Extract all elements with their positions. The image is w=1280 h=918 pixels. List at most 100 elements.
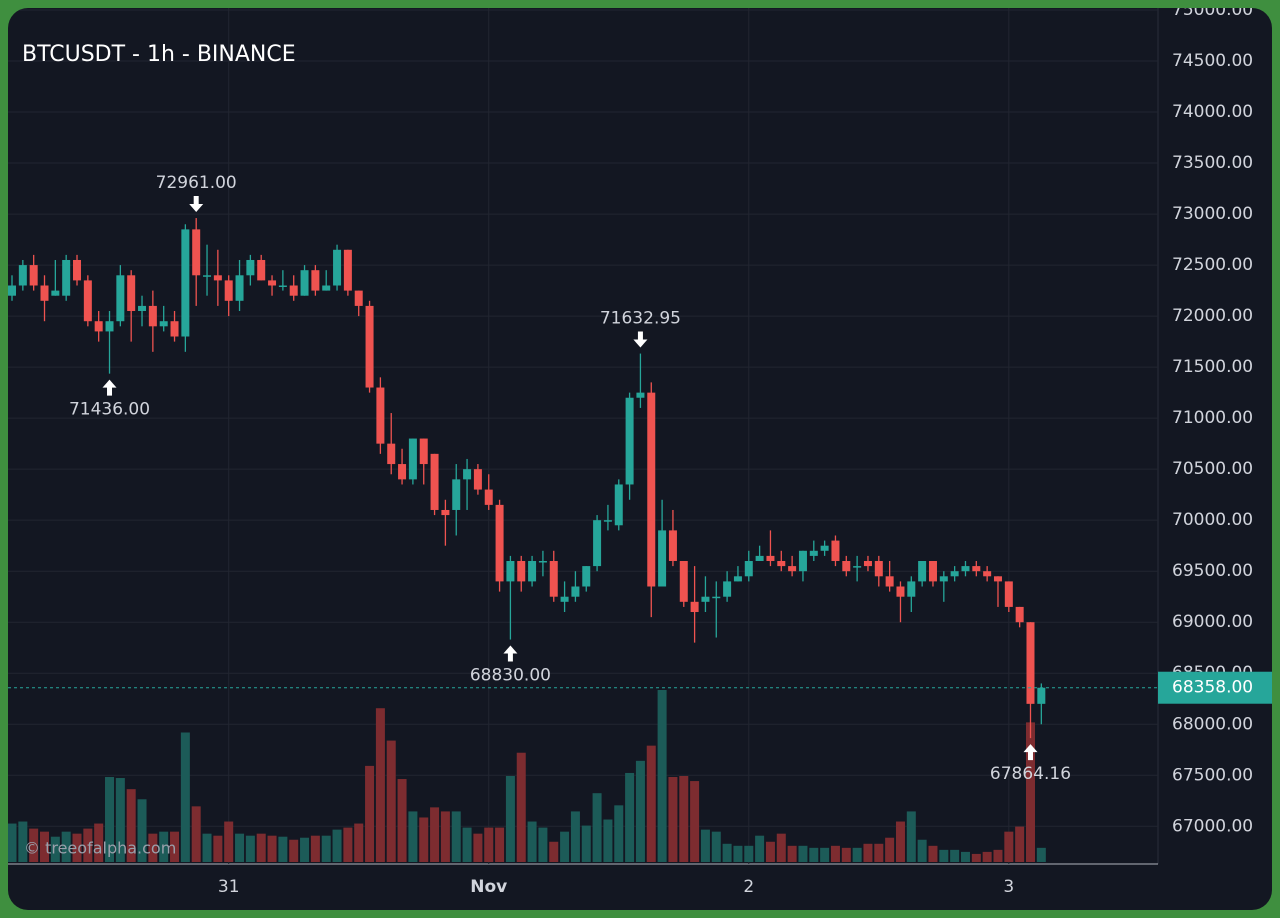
candle-body — [170, 321, 179, 337]
volume-bar — [267, 835, 277, 862]
volume-bar — [8, 823, 17, 862]
volume-bar — [278, 836, 288, 862]
candle-body — [224, 280, 233, 301]
volume-bar — [343, 827, 353, 862]
candle-body — [181, 229, 190, 337]
candle-body — [376, 387, 385, 444]
candle-body — [311, 270, 320, 291]
volume-bar — [126, 789, 136, 862]
y-tick-label: 72500.00 — [1172, 255, 1253, 275]
x-tick-label: 31 — [218, 877, 240, 897]
volume-bar — [820, 847, 830, 862]
volume-bar — [722, 843, 732, 862]
volume-bar — [224, 821, 234, 862]
arrow-down — [633, 331, 648, 348]
candle-body — [820, 545, 829, 551]
candle-body — [495, 504, 504, 582]
volume-bar — [300, 837, 310, 862]
candle-body — [744, 560, 753, 577]
candle-body — [343, 249, 352, 291]
candle-body — [127, 275, 136, 312]
candle-body — [73, 259, 82, 281]
volume-bar — [798, 845, 808, 862]
volume-bar — [982, 851, 992, 862]
candle-body — [560, 596, 569, 602]
x-tick-label: Nov — [470, 877, 507, 897]
candle-body — [354, 290, 363, 306]
candle-body — [907, 581, 916, 597]
candle-body — [148, 305, 157, 327]
chart-panel: 67000.0067500.0068000.0068500.0069000.00… — [8, 8, 1272, 910]
y-tick-label: 73500.00 — [1172, 153, 1253, 173]
candle-body — [549, 560, 558, 597]
volume-bar — [885, 837, 895, 862]
candle-body — [246, 259, 255, 276]
volume-bar — [527, 821, 537, 862]
candle-body — [885, 576, 894, 587]
volume-bar — [332, 829, 342, 862]
y-tick-label: 69500.00 — [1172, 561, 1253, 581]
candle-body — [614, 484, 623, 526]
volume-bar — [787, 845, 797, 862]
volume-bar — [213, 835, 223, 862]
volume-bar — [484, 827, 494, 862]
volume-bar — [430, 807, 440, 862]
volume-bar — [170, 831, 180, 862]
candle-body — [798, 550, 807, 572]
candle-body — [203, 275, 212, 277]
volume-bar — [72, 833, 82, 862]
candle-body — [116, 275, 125, 322]
candle-body — [51, 290, 60, 296]
candle-body — [831, 540, 840, 561]
volume-bar — [40, 831, 50, 862]
y-tick-label: 70000.00 — [1172, 510, 1253, 530]
y-tick-label: 75000.00 — [1172, 8, 1253, 20]
volume-bar — [1004, 831, 1014, 862]
volume-bar — [538, 827, 548, 862]
volume-bar — [245, 835, 255, 862]
candle-body — [874, 560, 883, 577]
volume-bar — [397, 779, 407, 862]
arrow-down — [189, 196, 204, 213]
candle-body — [441, 509, 450, 516]
candle-body — [939, 576, 948, 582]
volume-bar — [895, 821, 905, 862]
candle-body — [690, 601, 699, 613]
candle-body — [192, 229, 201, 276]
candle-body — [430, 453, 439, 510]
last-price-label: 68358.00 — [1172, 678, 1253, 698]
volume-bar — [549, 841, 559, 862]
candle-body — [322, 285, 331, 291]
volume-bar — [375, 708, 385, 862]
candle-body — [213, 275, 222, 281]
volume-bar — [776, 833, 786, 862]
volume-bar — [148, 833, 158, 862]
candle-body — [603, 520, 612, 522]
y-tick-label: 67000.00 — [1172, 816, 1253, 836]
candle-body — [83, 280, 92, 322]
candle-body — [636, 392, 645, 398]
candle-body — [8, 285, 16, 296]
candle-body — [950, 571, 959, 577]
volume-bar — [635, 760, 645, 862]
candle-body — [1037, 687, 1046, 704]
y-tick-label: 69000.00 — [1172, 612, 1253, 632]
volume-bar — [516, 752, 526, 862]
candle-body — [983, 571, 992, 577]
volume-bar — [94, 823, 104, 862]
y-tick-label: 71500.00 — [1172, 357, 1253, 377]
volume-bar — [495, 827, 505, 862]
volume-bar — [505, 776, 515, 862]
volume-bar — [1015, 826, 1025, 862]
watermark: © treeofalpha.com — [24, 839, 176, 858]
volume-bar — [419, 817, 429, 862]
volume-bar — [159, 831, 169, 862]
volume-bar — [321, 835, 331, 862]
candle-body — [863, 560, 872, 567]
volume-bar — [191, 806, 201, 862]
candle-body — [300, 270, 309, 296]
volume-bar — [625, 772, 635, 862]
arrow-up — [102, 379, 117, 396]
candle-body — [896, 586, 905, 597]
volume-bar — [105, 777, 115, 862]
